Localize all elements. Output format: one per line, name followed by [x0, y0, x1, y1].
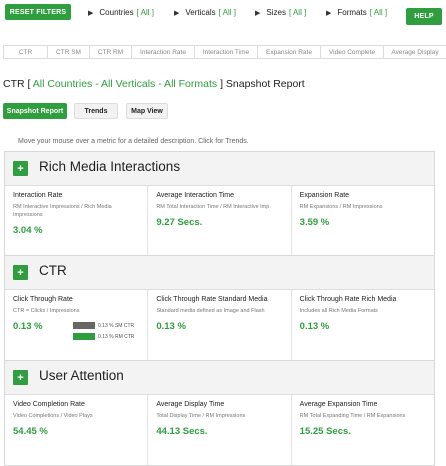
expand-plus-icon[interactable]: +	[13, 370, 28, 385]
section-header: + Rich Media Interactions	[5, 152, 434, 186]
tab-ctr[interactable]: CTR	[3, 45, 47, 59]
section-header: + User Attention	[5, 361, 434, 395]
reset-filters-button[interactable]: RESET FILTERS	[5, 4, 71, 20]
arrow-right-icon: ▶	[255, 9, 261, 17]
sm-ctr-bar-row: 0.13 % SM CTR	[73, 322, 134, 329]
arrow-right-icon: ▶	[174, 9, 180, 17]
ctr-comparison-bars: 0.13 % SM CTR 0.13 % RM CTR	[73, 322, 134, 344]
verticals-filter[interactable]: ▶ Verticals [ All ]	[174, 8, 236, 17]
tab-average-display[interactable]: Average Display	[383, 45, 446, 59]
help-button[interactable]: HELP	[406, 8, 442, 25]
metric-average-interaction-time[interactable]: Average Interaction Time RM Total Intera…	[148, 186, 292, 256]
metric-tabs: CTR CTR SM CTR RM Interaction Rate Inter…	[3, 45, 446, 61]
metric-click-through-rate[interactable]: Click Through Rate CTR = Clicks / Impres…	[5, 290, 149, 360]
metric-expansion-rate[interactable]: Expansion Rate RM Expansions / RM Impres…	[299, 192, 383, 228]
metric-ctr-standard-media[interactable]: Click Through Rate Standard Media Standa…	[148, 290, 292, 360]
metric-interaction-rate[interactable]: Interaction Rate RM Interactive Impressi…	[5, 186, 149, 256]
tab-ctr-sm[interactable]: CTR SM	[47, 45, 89, 59]
snapshot-report-button[interactable]: Snapshot Report	[3, 103, 67, 119]
tab-video-complete[interactable]: Video Complete	[320, 45, 383, 59]
rm-ctr-bar	[73, 333, 95, 340]
section-rich-media-interactions: + Rich Media Interactions Interaction Ra…	[4, 151, 435, 257]
hint-text: Move your mouse over a metric for a deta…	[18, 138, 249, 145]
page-title: CTR [ All Countries - All Verticals - Al…	[3, 78, 305, 90]
trends-button[interactable]: Trends	[74, 103, 118, 119]
metric-video-completion-rate[interactable]: Video Completion Rate Video Completions …	[5, 395, 149, 465]
section-title: CTR	[39, 263, 67, 278]
top-filter-bar: RESET FILTERS ▶ Countries [ All ] ▶ Vert…	[0, 0, 446, 34]
arrow-right-icon: ▶	[326, 9, 332, 17]
sm-ctr-bar	[73, 322, 95, 329]
map-view-button[interactable]: Map View	[126, 103, 168, 119]
expand-plus-icon[interactable]: +	[13, 161, 28, 176]
rm-ctr-bar-row: 0.13 % RM CTR	[73, 333, 134, 340]
sizes-filter[interactable]: ▶ Sizes [ All ]	[255, 8, 307, 17]
tab-ctr-rm[interactable]: CTR RM	[89, 45, 131, 59]
expand-plus-icon[interactable]: +	[13, 265, 28, 280]
arrow-right-icon: ▶	[88, 9, 94, 17]
formats-filter[interactable]: ▶ Formats [ All ]	[326, 8, 388, 17]
section-header: + CTR	[5, 256, 434, 290]
tab-expansion-rate[interactable]: Expansion Rate	[257, 45, 320, 59]
countries-filter[interactable]: ▶ Countries [ All ]	[88, 8, 154, 17]
section-title: Rich Media Interactions	[39, 159, 181, 174]
section-user-attention: + User Attention Video Completion Rate V…	[4, 360, 435, 466]
tab-interaction-rate[interactable]: Interaction Rate	[131, 45, 194, 59]
metric-average-display-time[interactable]: Average Display Time Total Display Time …	[148, 395, 292, 465]
metric-average-expansion-time[interactable]: Average Expansion Time RM Total Expandin…	[299, 401, 406, 437]
tab-interaction-time[interactable]: Interaction Time	[194, 45, 257, 59]
section-ctr: + CTR Click Through Rate CTR = Clicks / …	[4, 255, 435, 361]
metric-ctr-rich-media[interactable]: Click Through Rate Rich Media Includes a…	[299, 296, 397, 332]
section-title: User Attention	[39, 368, 124, 383]
